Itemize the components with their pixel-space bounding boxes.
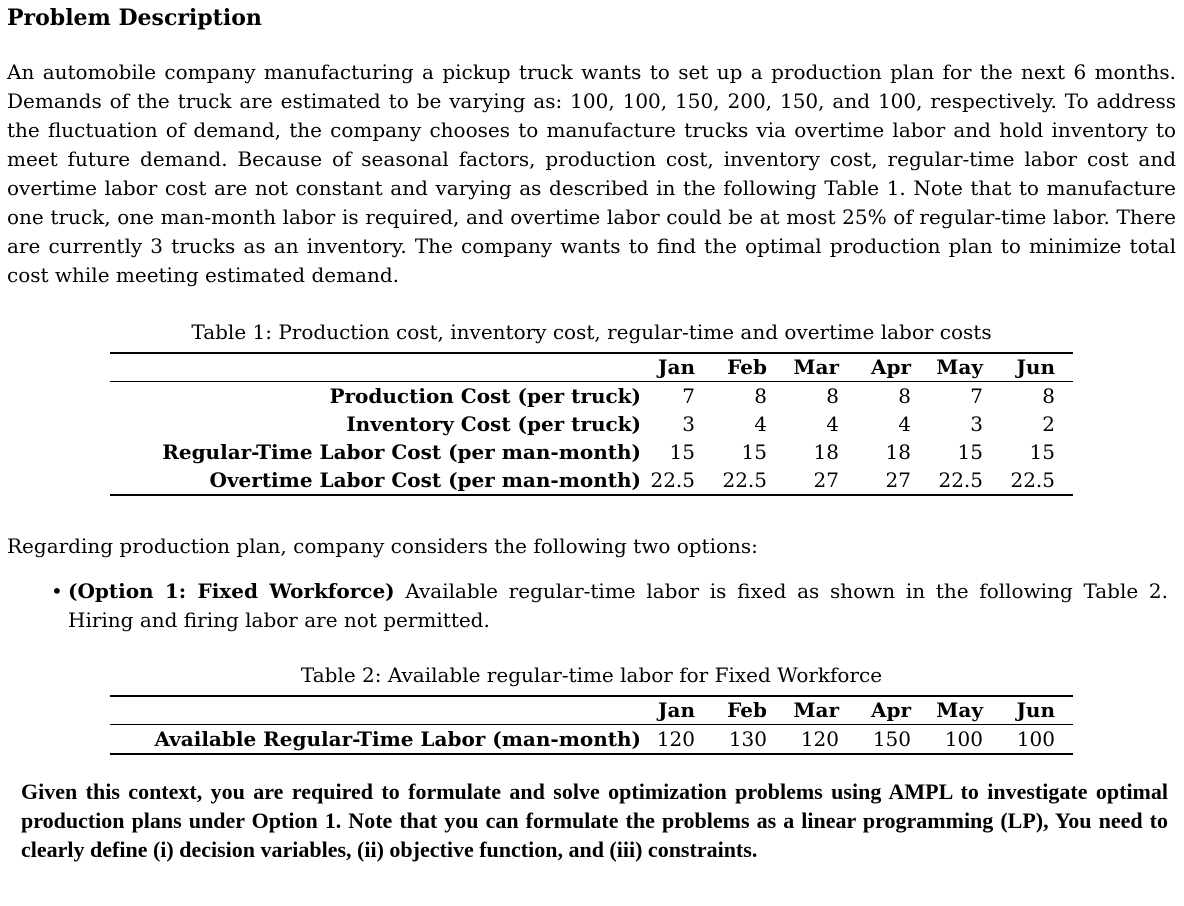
cell-value: 18 xyxy=(885,440,911,464)
table-corner-cell xyxy=(110,353,641,382)
cell-value: 15 xyxy=(669,440,695,464)
options-list: • (Option 1: Fixed Workforce) Available … xyxy=(7,577,1176,635)
row-label: Overtime Labor Cost (per man-month) xyxy=(209,468,641,492)
cell-value: 120 xyxy=(800,727,839,751)
month-header-mar: Mar xyxy=(793,698,839,722)
cell-value: 15 xyxy=(1029,440,1055,464)
table1-costs: Jan Feb Mar Apr May Jun Production Cost (per t… xyxy=(110,352,1073,496)
cell-value: 22.5 xyxy=(650,468,695,492)
cell-value: 3 xyxy=(682,412,695,436)
table1-block: Table 1: Production cost, inventory cost… xyxy=(7,318,1176,496)
cell-value: 7 xyxy=(970,384,983,408)
cell-value: 8 xyxy=(1042,384,1055,408)
intro-paragraph: An automobile company manufacturing a pi… xyxy=(7,60,1176,287)
table-row: Production Cost (per truck) 7 8 8 8 7 8 xyxy=(110,382,1073,411)
table-corner-cell xyxy=(110,696,641,725)
cell-value: 4 xyxy=(898,412,911,436)
table2-caption: Table 2: Available regular-time labor fo… xyxy=(300,663,883,687)
cell-value: 4 xyxy=(754,412,767,436)
cell-value: 22.5 xyxy=(1010,468,1055,492)
month-header-feb: Feb xyxy=(727,355,767,379)
table-row: Overtime Labor Cost (per man-month) 22.5 2… xyxy=(110,466,1073,495)
bullet-icon: • xyxy=(51,579,63,603)
table-row: Regular-Time Labor Cost (per man-month) 1… xyxy=(110,438,1073,466)
cell-value: 7 xyxy=(682,384,695,408)
cell-value: 2 xyxy=(1042,412,1055,436)
cell-value: 15 xyxy=(957,440,983,464)
month-header-mar: Mar xyxy=(793,355,839,379)
table-row: Inventory Cost (per truck) 3 4 4 4 3 2 xyxy=(110,410,1073,438)
cell-value: 100 xyxy=(944,727,983,751)
table-header-row: Jan Feb Mar Apr May Jun xyxy=(110,696,1073,725)
options-intro-paragraph: Regarding production plan, company consi… xyxy=(7,534,758,558)
table1-caption: Table 1: Production cost, inventory cost… xyxy=(191,320,992,344)
cell-value: 100 xyxy=(1016,727,1055,751)
month-header-jan: Jan xyxy=(658,355,695,379)
table2-block: Table 2: Available regular-time labor fo… xyxy=(7,661,1176,755)
cell-value: 18 xyxy=(813,440,839,464)
cell-value: 3 xyxy=(970,412,983,436)
cell-value: 22.5 xyxy=(938,468,983,492)
month-header-jun: Jun xyxy=(1016,698,1055,722)
month-header-may: May xyxy=(936,698,983,722)
table-header-row: Jan Feb Mar Apr May Jun xyxy=(110,353,1073,382)
cell-value: 150 xyxy=(872,727,911,751)
cell-value: 27 xyxy=(813,468,839,492)
month-header-apr: Apr xyxy=(870,355,911,379)
cell-value: 8 xyxy=(898,384,911,408)
month-header-apr: Apr xyxy=(870,698,911,722)
cell-value: 15 xyxy=(741,440,767,464)
row-label: Available Regular-Time Labor (man-month) xyxy=(154,727,641,751)
option1-label: (Option 1: Fixed Workforce) xyxy=(68,579,395,603)
row-label: Regular-Time Labor Cost (per man-month) xyxy=(162,440,641,464)
month-header-jan: Jan xyxy=(658,698,695,722)
cell-value: 27 xyxy=(885,468,911,492)
row-label: Inventory Cost (per truck) xyxy=(346,412,641,436)
cell-value: 120 xyxy=(656,727,695,751)
cell-value: 8 xyxy=(826,384,839,408)
cell-value: 22.5 xyxy=(722,468,767,492)
cell-value: 130 xyxy=(728,727,767,751)
task-paragraph: Given this context, you are required to … xyxy=(21,779,1168,862)
option1-item: • (Option 1: Fixed Workforce) Available … xyxy=(7,577,1176,635)
table-row: Available Regular-Time Labor (man-month)… xyxy=(110,725,1073,755)
cell-value: 8 xyxy=(754,384,767,408)
cell-value: 4 xyxy=(826,412,839,436)
option1-text: Available regular-time labor is fixed as… xyxy=(68,579,1168,632)
month-header-may: May xyxy=(936,355,983,379)
month-header-feb: Feb xyxy=(727,698,767,722)
table2-labor: Jan Feb Mar Apr May Jun Available Regular-Time… xyxy=(110,695,1073,755)
row-label: Production Cost (per truck) xyxy=(329,384,641,408)
page-title: Problem Description xyxy=(7,5,262,31)
month-header-jun: Jun xyxy=(1016,355,1055,379)
